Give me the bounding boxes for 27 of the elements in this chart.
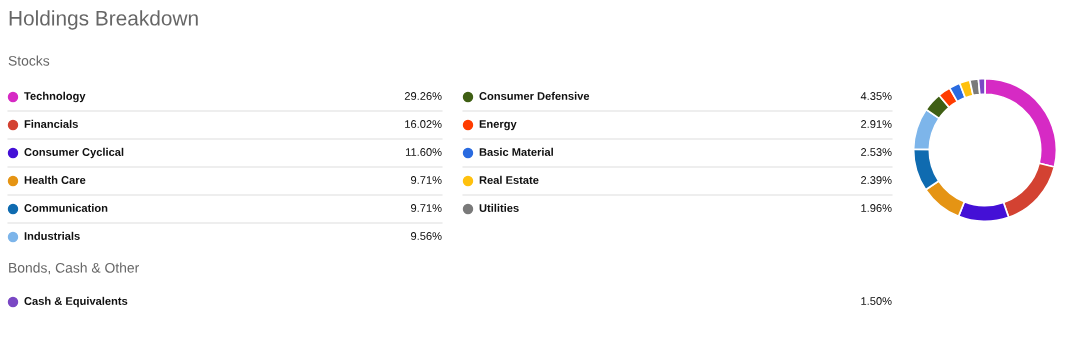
legend-label: Basic Material — [479, 147, 553, 156]
legend-label: Energy — [479, 120, 517, 131]
data-label: 9.71% — [411, 176, 442, 184]
legend-label: Health Care — [24, 175, 86, 184]
legend-label: Technology — [24, 91, 86, 103]
data-label: 9.56% — [411, 232, 442, 240]
data-label: 2.91% — [861, 120, 892, 128]
data-label: 2.39% — [861, 176, 892, 184]
legend-label: Financials — [24, 119, 78, 128]
legend-label: Communication — [24, 203, 108, 212]
legend-label: Consumer Cyclical — [24, 147, 124, 159]
legend-label: Industrials — [24, 231, 80, 240]
data-label: 2.53% — [861, 148, 892, 156]
data-label: 1.50% — [861, 297, 892, 305]
legend-label: Cash & Equivalents — [24, 296, 128, 308]
text: Stocks — [8, 55, 50, 66]
legend-label: Utilities — [479, 203, 519, 212]
legend-label: Real Estate — [479, 175, 539, 184]
data-label: 11.60% — [405, 148, 442, 156]
text: Bonds, Cash & Other — [9, 262, 140, 275]
data-label: 1.96% — [861, 204, 892, 212]
legend-label: Consumer Defensive — [479, 91, 590, 100]
chart-title: Holdings Breakdown — [9, 10, 198, 30]
data-label: 4.35% — [860, 92, 892, 100]
data-label: 16.02% — [405, 120, 442, 128]
data-label: 29.26% — [404, 92, 442, 100]
data-label: 9.71% — [411, 204, 442, 212]
